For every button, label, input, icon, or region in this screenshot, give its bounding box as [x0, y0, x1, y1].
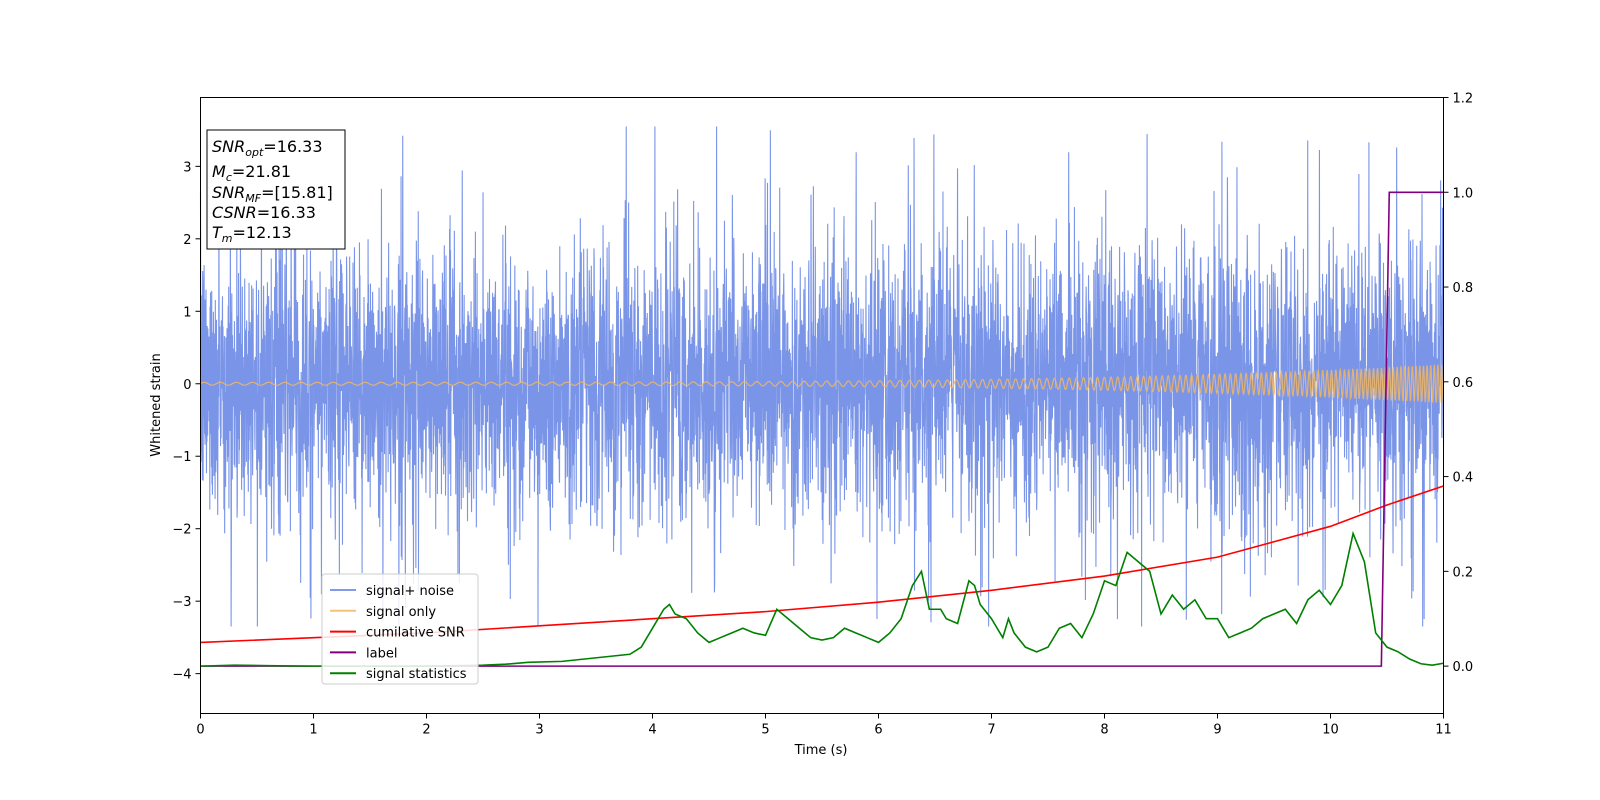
annotation-line: Mc=21.81 [212, 162, 291, 184]
y-tick-label: −1 [172, 450, 191, 465]
x-tick-label: 1 [309, 723, 317, 738]
x-tick-label: 8 [1100, 723, 1108, 738]
x-tick-label: 6 [874, 723, 882, 738]
y-axis-right: 1.2 1.0 0.8 0.6 0.4 0.2 0.0 [1443, 92, 1474, 675]
legend-label: signal only [366, 605, 436, 620]
annotation-line: SNRopt=16.33 [212, 137, 323, 159]
y-axis-left: 3 2 1 0 −1 −2 −3 −4 [172, 160, 201, 683]
annotation-line: SNRMF=[15.81] [212, 183, 333, 205]
signal-only-line [200, 364, 1445, 404]
x-tick-label: 2 [422, 723, 430, 738]
y2-tick-label: 0.2 [1453, 565, 1474, 580]
y2-tick-label: 0.0 [1453, 660, 1474, 675]
annotation-line: Tm=12.13 [212, 223, 292, 245]
signal-statistics-line [200, 530, 1444, 667]
x-tick-label: 0 [196, 723, 204, 738]
y-tick-label: 0 [183, 378, 191, 393]
y2-tick-label: 1.0 [1453, 186, 1474, 201]
y2-tick-label: 0.4 [1453, 471, 1474, 486]
y-tick-label: −3 [172, 595, 191, 610]
x-tick-label: 9 [1213, 723, 1221, 738]
annotation-box: SNRopt=16.33 Mc=21.81SNRMF=[15.81]CSNR=16… [206, 129, 346, 250]
legend-label: cumilative SNR [366, 626, 465, 641]
y2-tick-label: 0.6 [1453, 376, 1474, 391]
legend: signal+ noise signal only cumilative SNR la… [321, 573, 479, 685]
y-axis-label: Whitened strain [149, 353, 164, 456]
legend-label: signal+ noise [366, 584, 454, 599]
y2-tick-label: 1.2 [1453, 92, 1474, 107]
label-line [200, 191, 1444, 667]
x-tick-label: 7 [987, 723, 995, 738]
x-tick-label: 5 [761, 723, 769, 738]
y-tick-label: 3 [183, 160, 191, 175]
y-tick-label: 1 [183, 305, 191, 320]
plot-frame [200, 97, 1444, 714]
x-axis: 0 1 2 3 4 5 6 7 8 9 10 11 [196, 713, 1452, 738]
legend-label: signal statistics [366, 667, 467, 682]
y-tick-label: −2 [172, 523, 191, 538]
legend-label: label [366, 646, 397, 661]
y-tick-label: 2 [183, 233, 191, 248]
x-tick-label: 11 [1435, 723, 1452, 738]
y-tick-label: −4 [172, 668, 191, 683]
x-axis-label: Time (s) [794, 743, 848, 758]
y2-tick-label: 0.8 [1453, 281, 1474, 296]
x-tick-label: 10 [1322, 723, 1339, 738]
x-tick-label: 3 [535, 723, 543, 738]
x-tick-label: 4 [648, 723, 656, 738]
annotation-line: CSNR=16.33 [212, 203, 316, 222]
